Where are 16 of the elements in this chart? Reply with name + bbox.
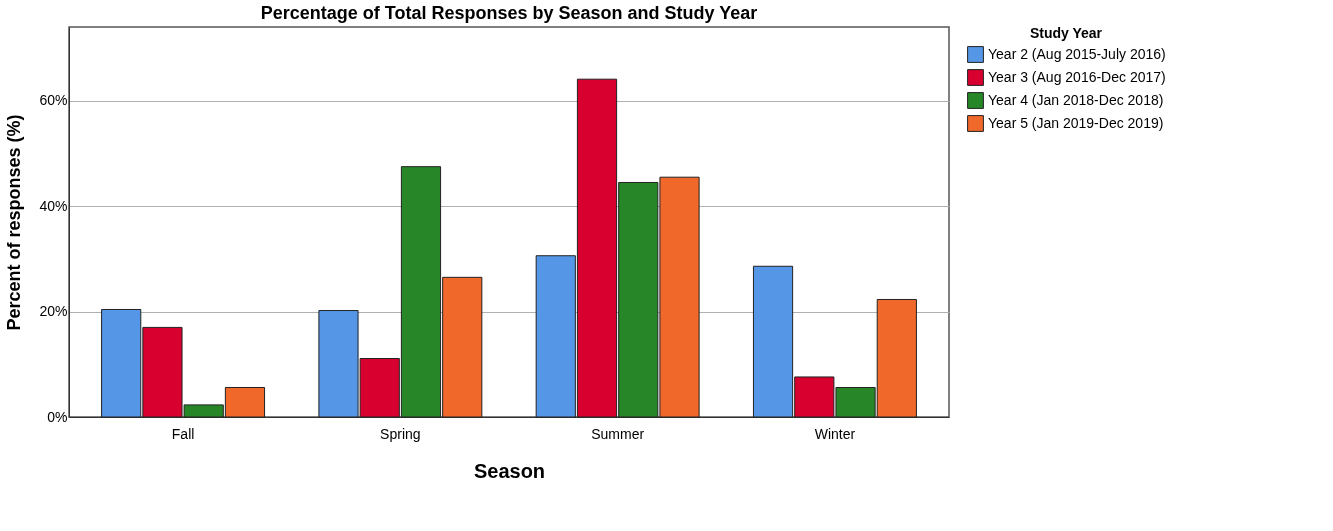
y-tick-label: 20% <box>39 303 68 320</box>
y-tick-label: 60% <box>39 92 68 109</box>
x-tick-label: Spring <box>380 425 421 442</box>
x-tick-label: Summer <box>591 425 645 442</box>
x-tick-label: Winter <box>814 425 856 442</box>
legend-label: Year 4 (Jan 2018-Dec 2018) <box>988 91 1164 108</box>
x-tick-label: Fall <box>171 425 195 442</box>
y-axis-title: Percent of responses (%) <box>4 114 25 331</box>
legend-title: Study Year <box>1029 25 1103 41</box>
y-tick-label: 0% <box>47 408 68 425</box>
legend-label: Year 3 (Aug 2016-Dec 2017) <box>988 68 1166 85</box>
x-axis-title: Season <box>473 459 546 482</box>
legend-label: Year 2 (Aug 2015-July 2016) <box>988 45 1166 62</box>
legend-label: Year 5 (Jan 2019-Dec 2019) <box>988 114 1164 131</box>
chart-title: Percentage of Total Responses by Season and Study Year <box>260 3 758 23</box>
y-tick-label: 40% <box>39 197 68 214</box>
